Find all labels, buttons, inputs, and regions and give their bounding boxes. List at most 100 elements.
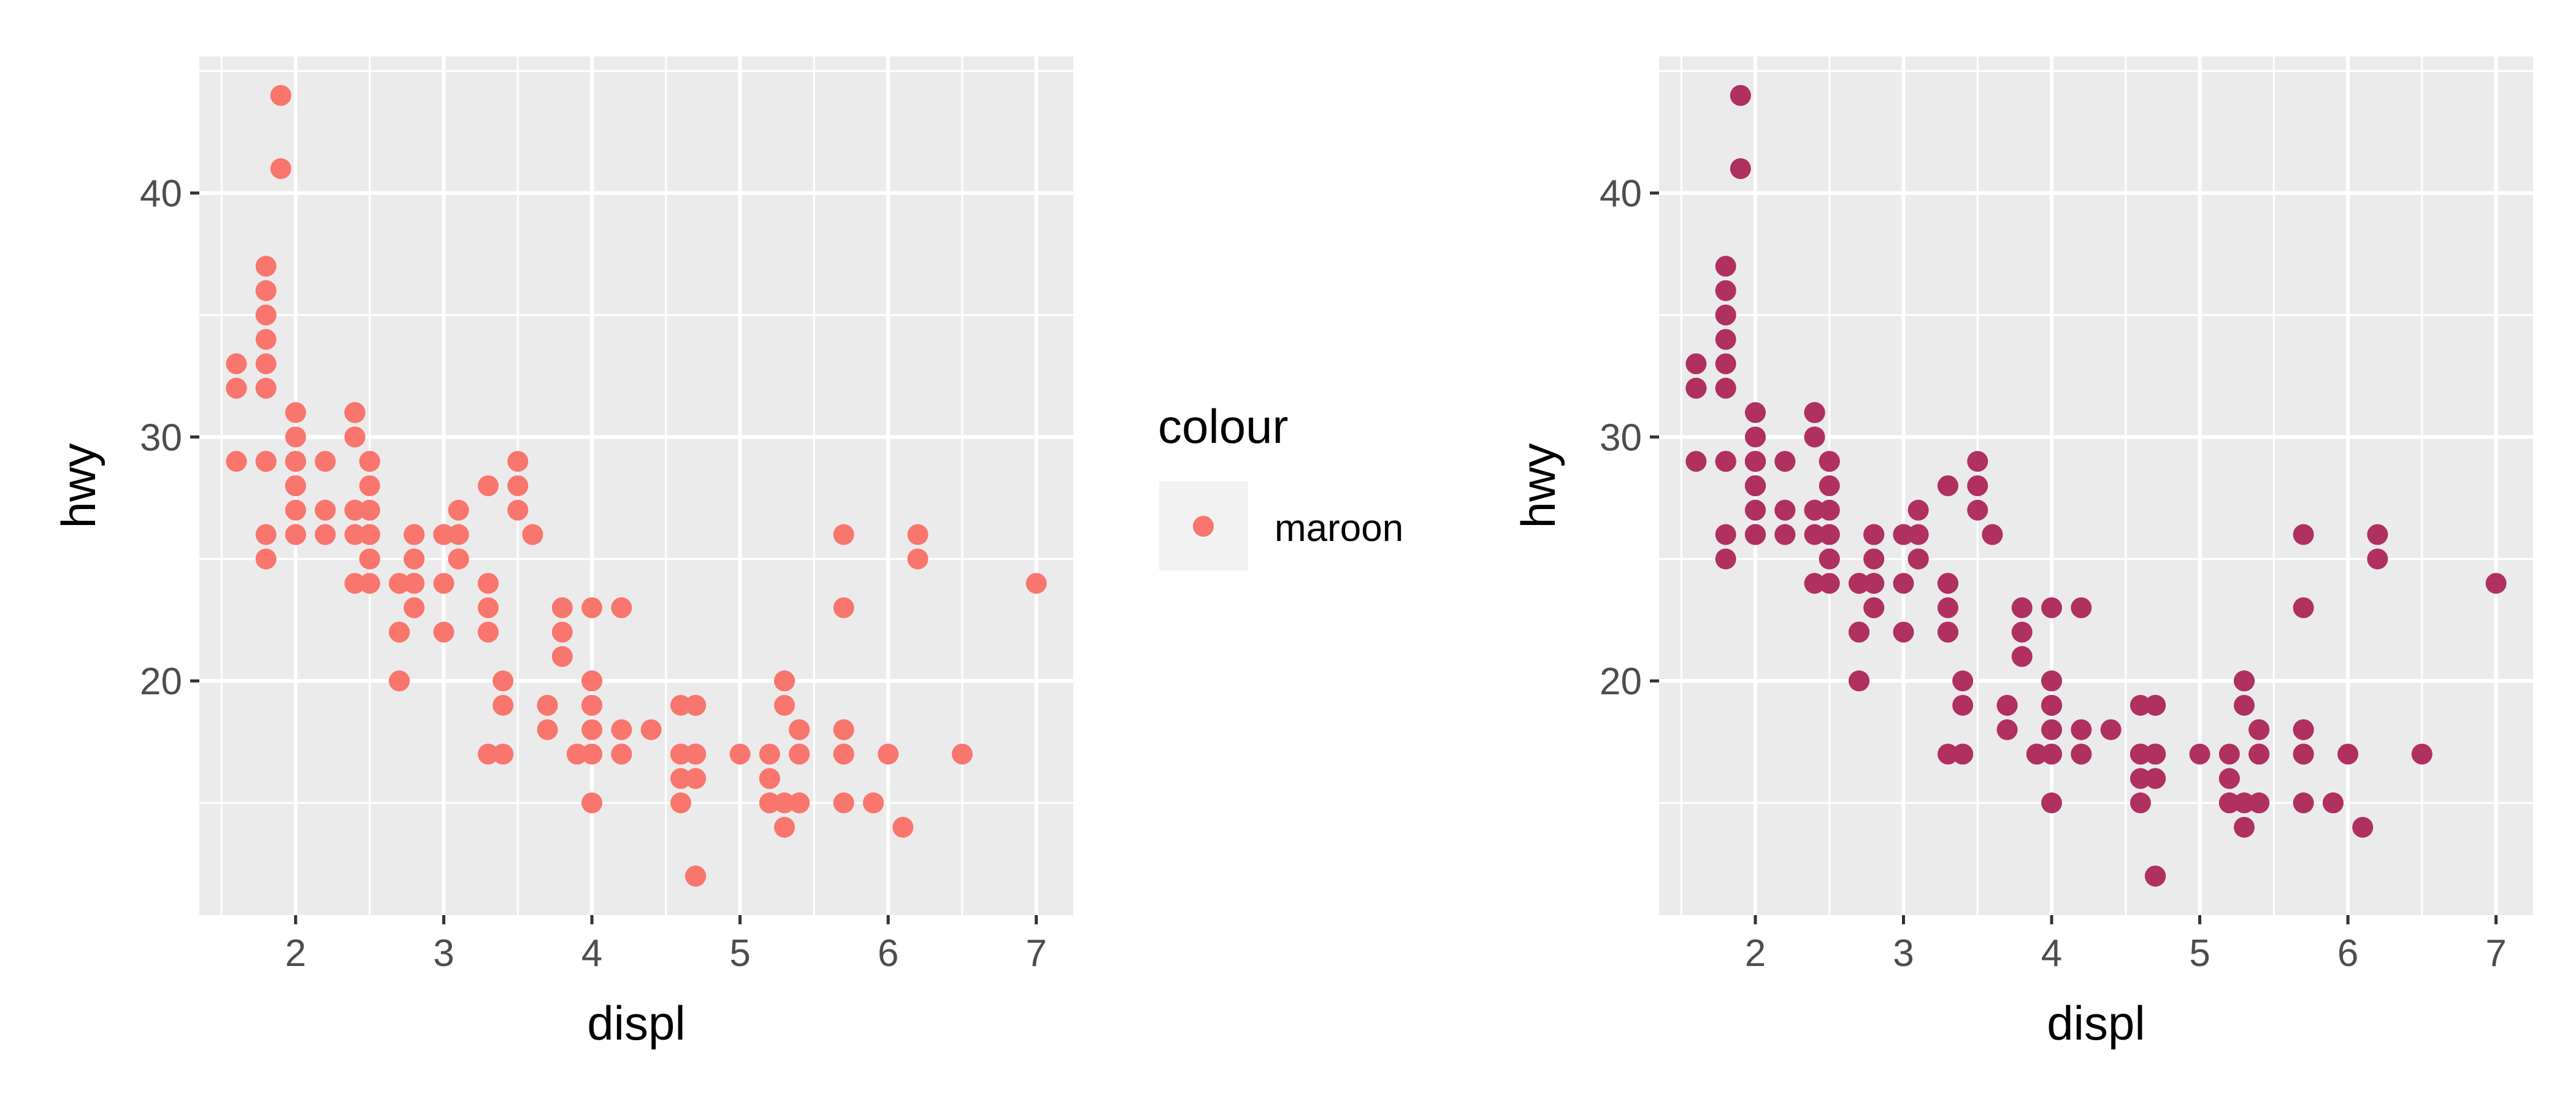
data-point [404,597,425,618]
data-point [1715,329,1736,350]
data-point [1952,694,1974,716]
data-point [2293,792,2314,814]
data-point [226,377,247,399]
data-point [344,402,366,423]
data-point [581,792,603,814]
data-point [2145,743,2166,765]
data-point [611,597,632,618]
data-point [493,694,514,716]
data-point [1996,719,2018,740]
data-point [359,524,380,545]
data-point [2218,768,2240,789]
data-point [477,621,499,643]
data-point [789,743,810,765]
data-point [255,280,277,301]
data-point [2041,670,2063,692]
data-point [1804,524,1825,545]
data-point [2367,524,2388,545]
data-point [433,524,454,545]
data-point [2322,792,2344,814]
data-point [1863,548,1885,570]
data-point [2293,743,2314,765]
data-point [1715,524,1736,545]
data-point [2337,743,2359,765]
data-point [1937,621,1958,643]
x-axis-title: displ [587,996,685,1050]
data-point [1819,451,1840,472]
data-point [1744,402,1766,423]
data-point [1715,377,1736,399]
data-point [729,743,751,765]
data-point [404,548,425,570]
data-point [1937,573,1958,594]
data-point [344,426,366,448]
data-point [404,524,425,545]
data-point [2145,694,2166,716]
data-point [1715,304,1736,326]
data-point [477,743,499,765]
x-tick-label: 2 [285,932,306,975]
data-point [907,524,929,545]
x-tick-label: 7 [2485,932,2506,975]
data-point [2485,573,2507,594]
data-point [581,597,603,618]
axis-ticks: 2 3 4 5 6 7 20 30 40 [140,173,1047,975]
data-point [2071,597,2092,618]
data-point [1744,499,1766,521]
data-point [759,768,780,789]
data-point [477,475,499,496]
data-point [892,816,914,838]
gridlines [199,56,1073,915]
data-point [2189,743,2210,765]
axis-ticks: 2 3 4 5 6 7 20 30 40 [1600,173,2507,975]
data-point [404,573,425,594]
data-point [1730,158,1751,179]
data-point [493,743,514,765]
legend-title: colour [1158,399,1288,453]
data-point [389,573,410,594]
data-point [285,402,306,423]
data-point [1715,353,1736,375]
data-point [907,548,929,570]
data-point [1774,499,1796,521]
data-point [433,573,454,594]
x-tick-label: 7 [1025,932,1046,975]
data-point [2248,743,2270,765]
data-point [1863,573,1885,594]
data-point [2041,743,2063,765]
data-point [1744,524,1766,545]
legend-key-point [1193,516,1214,537]
data-point [1025,573,1047,594]
data-point [1893,621,1914,643]
y-tick-label: 30 [1600,416,1642,459]
data-point [581,719,603,740]
data-point [1804,402,1825,423]
data-point [1819,573,1840,594]
data-point [1774,451,1796,472]
data-point [1907,524,1929,545]
y-axis-title: hwy [1511,443,1565,529]
data-point [774,792,795,814]
right-scatter-plot: 2 3 4 5 6 7 20 30 40 displ hwy [1511,56,2533,1050]
data-point [493,670,514,692]
data-point [1715,256,1736,277]
data-point [315,524,336,545]
data-point [2293,524,2314,545]
data-point [255,256,277,277]
data-point [2071,743,2092,765]
data-points [226,85,1047,887]
data-point [1744,426,1766,448]
data-point [685,768,707,789]
data-point [774,670,795,692]
data-point [833,719,854,740]
x-tick-label: 3 [1893,932,1914,975]
data-point [255,377,277,399]
y-tick-label: 30 [140,416,182,459]
data-point [285,451,306,472]
data-point [315,451,336,472]
data-point [1863,524,1885,545]
data-point [833,792,854,814]
data-point [2234,694,2255,716]
data-point [433,621,454,643]
data-point [1804,499,1825,521]
